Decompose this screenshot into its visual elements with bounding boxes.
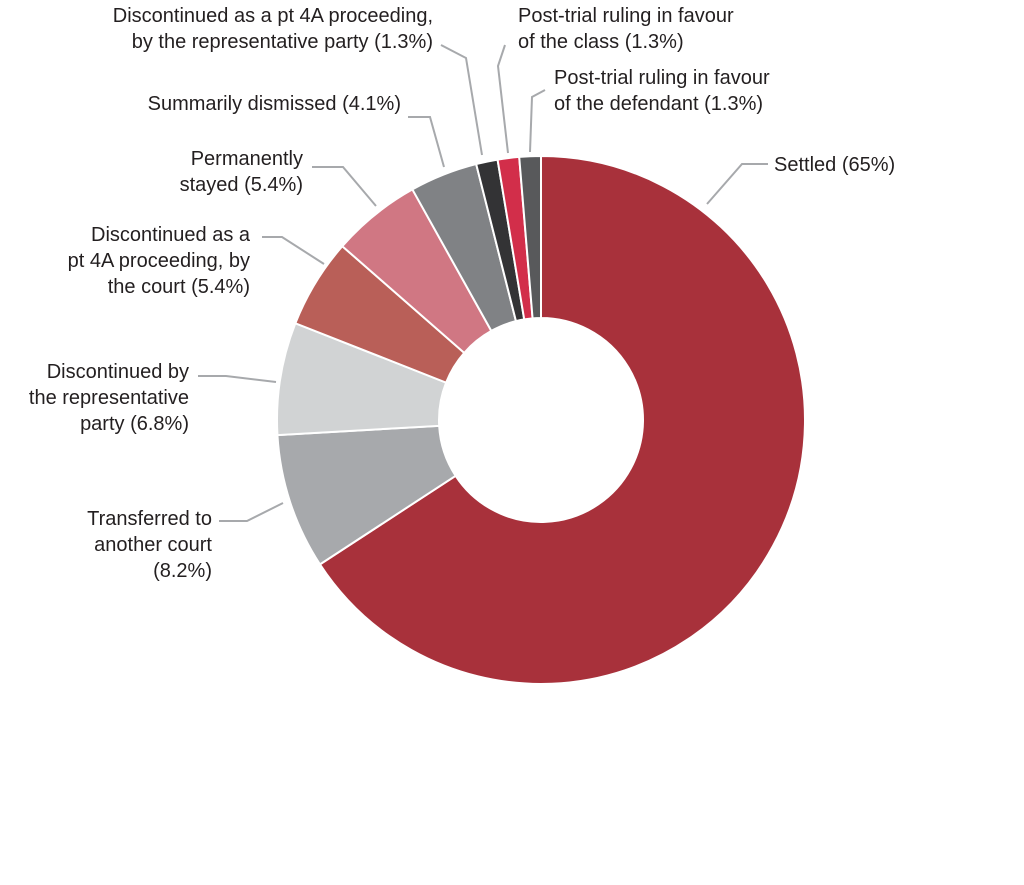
label-line: by the representative party (1.3%) xyxy=(132,31,433,53)
label-line: Permanently xyxy=(191,148,303,170)
leader-dismissed xyxy=(408,116,445,168)
label-line: of the defendant (1.3%) xyxy=(554,93,763,115)
donut-slice-0 xyxy=(318,154,806,685)
slice-label-class: Post-trial ruling in favour of the class… xyxy=(518,5,734,53)
label-line: Summarily dismissed (4.1%) xyxy=(148,93,401,115)
label-line: Discontinued as a xyxy=(91,224,251,246)
label-line: Settled (65%) xyxy=(774,154,895,176)
donut-slices xyxy=(276,154,806,685)
slice-label-dismissed: Summarily dismissed (4.1%) xyxy=(148,93,401,115)
label-line: of the class (1.3%) xyxy=(518,31,684,53)
label-line: Discontinued as a pt 4A proceeding, xyxy=(113,5,433,27)
slice-label-disc-court: Discontinued as a pt 4A proceeding, by t… xyxy=(68,224,251,298)
slice-label-stayed: Permanently stayed (5.4%) xyxy=(180,148,303,196)
slice-label-disc-pt4a-rep: Discontinued as a pt 4A proceeding, by t… xyxy=(113,5,433,53)
leader-disc-pt4a-rep xyxy=(440,44,483,156)
label-line: Transferred to xyxy=(87,508,212,530)
leader-defendant xyxy=(529,89,546,153)
label-line: Discontinued by xyxy=(47,361,189,383)
label-line: Post-trial ruling in favour xyxy=(518,5,734,27)
label-line: party (6.8%) xyxy=(80,413,189,435)
donut-slice-8 xyxy=(518,154,542,320)
label-line: (8.2%) xyxy=(153,560,212,582)
leader-disc-court xyxy=(262,236,325,265)
leader-disc-rep xyxy=(198,375,277,383)
leader-transferred xyxy=(219,502,284,522)
slice-label-disc-rep: Discontinued by the representative party… xyxy=(29,361,189,435)
leader-lines xyxy=(198,44,768,522)
leader-settled xyxy=(706,163,768,205)
slice-label-transferred: Transferred to another court (8.2%) xyxy=(87,508,212,582)
label-line: the court (5.4%) xyxy=(108,276,250,298)
label-line: the representative xyxy=(29,387,189,409)
slice-label-settled: Settled (65%) xyxy=(774,154,895,176)
label-line: another court xyxy=(94,534,212,556)
label-line: stayed (5.4%) xyxy=(180,174,303,196)
leader-stayed xyxy=(312,166,377,207)
slice-label-defendant: Post-trial ruling in favour of the defen… xyxy=(554,67,770,115)
label-line: Post-trial ruling in favour xyxy=(554,67,770,89)
leader-class xyxy=(496,44,509,154)
label-line: pt 4A proceeding, by xyxy=(68,250,250,272)
